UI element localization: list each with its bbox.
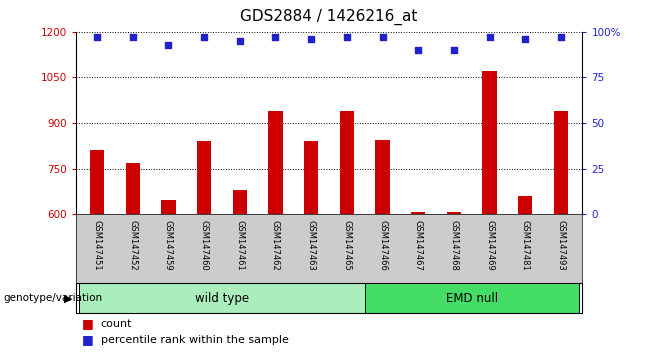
Point: [270, 34, 281, 40]
Bar: [161, 200, 176, 214]
Point: [163, 42, 174, 47]
Point: [555, 34, 566, 40]
Bar: [375, 140, 390, 214]
Text: GSM147467: GSM147467: [414, 220, 422, 270]
Text: GSM147452: GSM147452: [128, 220, 138, 270]
Point: [520, 36, 530, 42]
Point: [306, 36, 316, 42]
Bar: [233, 190, 247, 214]
Point: [199, 34, 209, 40]
Text: GSM147465: GSM147465: [342, 220, 351, 270]
Text: GSM147468: GSM147468: [449, 220, 459, 270]
Text: GSM147451: GSM147451: [93, 220, 101, 270]
Bar: [79, 283, 365, 313]
Text: GSM147493: GSM147493: [557, 220, 565, 270]
Point: [449, 47, 459, 53]
Point: [377, 34, 388, 40]
Text: GSM147463: GSM147463: [307, 220, 316, 270]
Text: GSM147459: GSM147459: [164, 220, 173, 270]
Point: [413, 47, 424, 53]
Point: [484, 34, 495, 40]
Point: [92, 34, 103, 40]
Text: ■: ■: [82, 318, 98, 330]
Text: ■: ■: [82, 333, 98, 346]
Bar: [554, 111, 568, 214]
Text: EMD null: EMD null: [445, 292, 498, 305]
Bar: [518, 196, 532, 214]
Point: [342, 34, 352, 40]
Text: GSM147466: GSM147466: [378, 220, 387, 270]
Bar: [304, 141, 318, 214]
Text: GDS2884 / 1426216_at: GDS2884 / 1426216_at: [240, 9, 418, 25]
Bar: [90, 150, 104, 214]
Text: count: count: [101, 319, 132, 329]
Text: percentile rank within the sample: percentile rank within the sample: [101, 335, 289, 345]
Text: genotype/variation: genotype/variation: [3, 293, 103, 303]
Bar: [482, 72, 497, 214]
Point: [234, 38, 245, 44]
Point: [128, 34, 138, 40]
Bar: [340, 111, 354, 214]
Bar: [197, 141, 211, 214]
Text: GSM147461: GSM147461: [236, 220, 244, 270]
Bar: [126, 162, 140, 214]
Text: GSM147469: GSM147469: [485, 220, 494, 270]
Text: wild type: wild type: [195, 292, 249, 305]
Text: GSM147481: GSM147481: [520, 220, 530, 270]
Bar: [268, 111, 283, 214]
Bar: [411, 212, 425, 214]
Bar: [365, 283, 579, 313]
Text: ▶: ▶: [64, 293, 72, 303]
Text: GSM147462: GSM147462: [271, 220, 280, 270]
Bar: [447, 212, 461, 214]
Text: GSM147460: GSM147460: [199, 220, 209, 270]
